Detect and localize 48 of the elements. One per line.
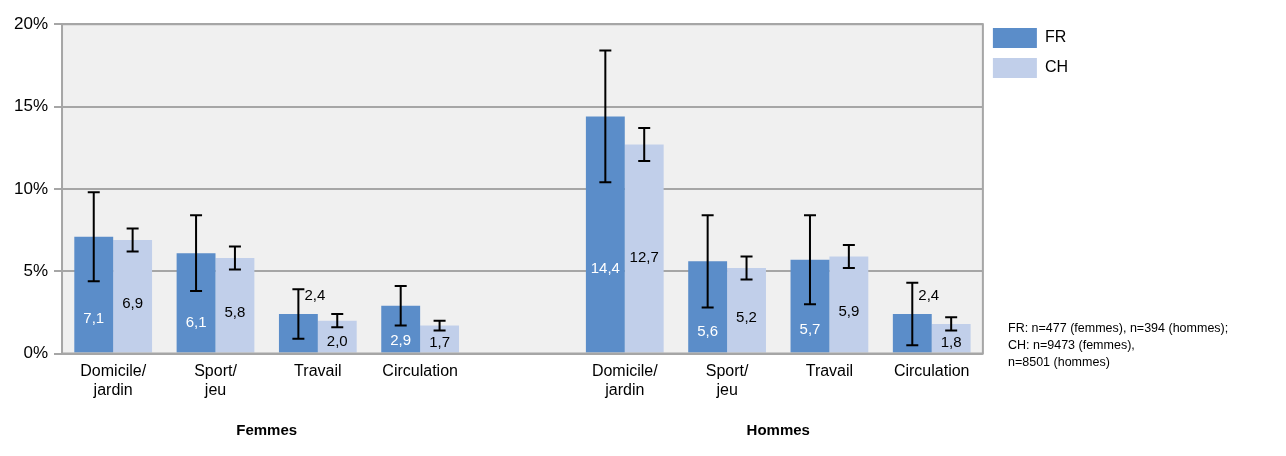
y-tick-label: 10% — [13, 178, 49, 198]
bar — [176, 253, 216, 353]
data-label: 2,9 — [390, 330, 412, 348]
text: FR: n=477 (femmes), n=394 (hommes); CH: n=9473 (femmes), n=8501 (hommes) — [1008, 320, 1229, 371]
bar — [790, 259, 830, 353]
data-label: 6,9 — [122, 293, 144, 311]
text: Femmes — [236, 420, 298, 438]
bar — [585, 116, 625, 353]
data-label: 1,7 — [429, 333, 451, 351]
data-label: 14,4 — [590, 259, 620, 277]
bar — [829, 256, 869, 353]
legend-label: FR — [1044, 28, 1067, 46]
data-label: 12,7 — [629, 248, 659, 266]
text: Hommes — [746, 420, 810, 438]
data-label: 2,4 — [918, 286, 940, 304]
bar — [688, 261, 728, 353]
data-label: 2,0 — [326, 331, 348, 349]
data-label: 5,9 — [838, 301, 860, 319]
x-tick-label: Sport/jeu — [194, 361, 238, 398]
bar — [624, 144, 664, 353]
legend-label: CH — [1044, 58, 1068, 76]
y-tick-label: 20% — [13, 13, 49, 33]
data-label: 5,6 — [697, 321, 719, 339]
y-tick-label: 5% — [23, 260, 49, 280]
bar — [113, 239, 153, 353]
data-label: 5,7 — [799, 320, 821, 338]
data-label: 5,2 — [736, 307, 757, 325]
bar — [215, 258, 255, 353]
x-tick-label: Travail — [294, 361, 342, 379]
x-tick-label: Circulation — [382, 361, 458, 379]
x-tick-label: Domicile/jardin — [591, 361, 659, 398]
bar — [74, 236, 114, 353]
x-tick-label: Sport/jeu — [705, 361, 749, 398]
data-label: 2,4 — [304, 286, 326, 304]
data-label: 7,1 — [83, 308, 105, 326]
x-tick-label: Travail — [805, 361, 854, 379]
data-label: 6,1 — [185, 313, 207, 331]
x-tick-label: Domicile/jardin — [80, 361, 147, 398]
bar — [278, 314, 318, 353]
data-label: 1,8 — [940, 333, 962, 351]
data-label: 5,8 — [224, 302, 246, 320]
x-tick-label: Circulation — [893, 361, 970, 379]
bar — [892, 314, 932, 353]
y-tick-label: 15% — [13, 96, 49, 116]
bar — [727, 267, 766, 353]
y-tick-label: 0% — [23, 343, 49, 363]
bar — [381, 305, 421, 353]
bar — [420, 325, 460, 353]
